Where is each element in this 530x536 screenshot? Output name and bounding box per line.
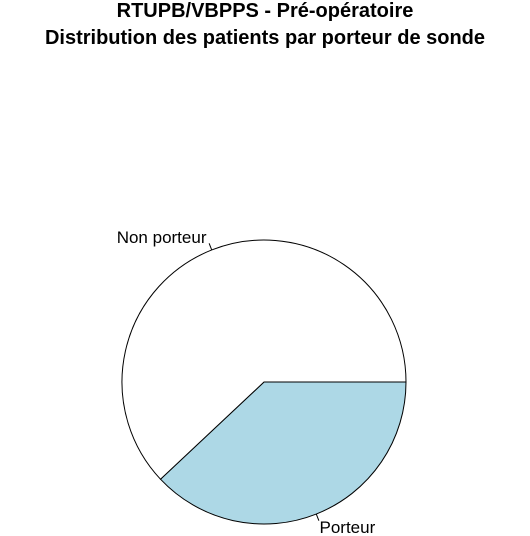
chart-titles: RTUPB/VBPPS - Pré-opératoire Distributio…	[0, 0, 530, 52]
pie-label-tick-porteur	[315, 513, 320, 521]
pie-slice-porteur	[159, 381, 407, 525]
pie-label-porteur: Porteur	[320, 518, 376, 536]
pie-label-tick-non-porteur	[208, 243, 213, 251]
chart-subtitle: Distribution des patients par porteur de…	[44, 27, 486, 49]
pie-slice-non-porteur	[121, 239, 407, 480]
chart-title: RTUPB/VBPPS - Pré-opératoire	[116, 0, 414, 22]
pie-label-non-porteur: Non porteur	[117, 228, 207, 247]
